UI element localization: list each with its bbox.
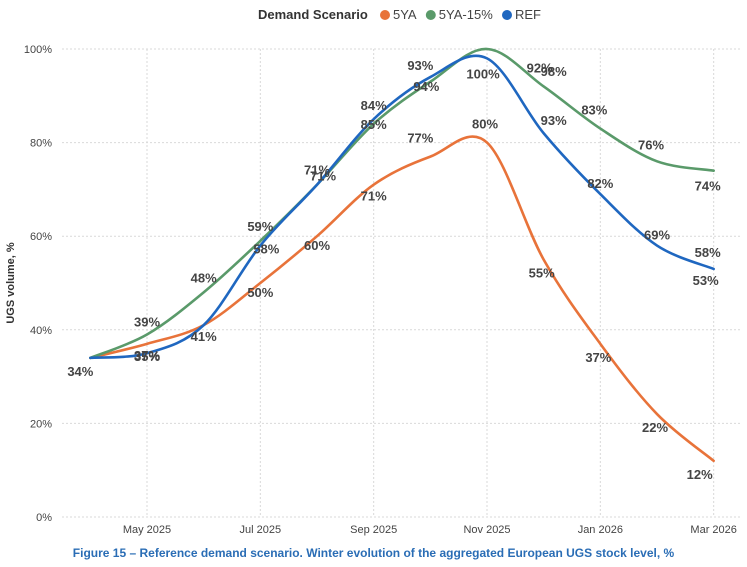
y-tick-label: 20% [30, 418, 52, 430]
data-label: 77% [407, 131, 433, 146]
data-label: 74% [695, 179, 721, 194]
x-tick-label: Jul 2025 [240, 524, 282, 536]
y-tick-label: 80% [30, 138, 52, 150]
data-label: 37% [134, 348, 160, 363]
y-tick-label: 40% [30, 325, 52, 337]
figure-caption: Figure 15 – Reference demand scenario. W… [72, 546, 675, 560]
series-line-ref [89, 54, 715, 360]
y-tick-label: 100% [24, 44, 52, 56]
data-label: 83% [581, 103, 607, 118]
y-tick-label: 0% [36, 512, 52, 524]
data-label: 39% [134, 314, 160, 329]
data-label: 34% [67, 364, 93, 379]
data-label: 98% [541, 64, 567, 79]
data-label: 55% [529, 266, 555, 281]
legend-title: Demand Scenario [258, 7, 368, 22]
data-label: 69% [644, 228, 670, 243]
series-line-5ya-15- [89, 47, 715, 360]
data-label: 80% [472, 117, 498, 132]
data-label: 37% [585, 350, 611, 365]
data-label: 71% [361, 189, 387, 204]
data-label: 35% [134, 349, 160, 364]
data-label: 82% [587, 176, 613, 191]
x-tick-label: Mar 2026 [690, 524, 736, 536]
x-tick-label: Sep 2025 [350, 524, 397, 536]
data-label: 58% [253, 242, 279, 257]
legend-label-5ya-15-: 5YA-15% [439, 7, 493, 22]
data-label: 12% [687, 467, 713, 482]
x-tick-label: Jan 2026 [578, 524, 623, 536]
data-label: 53% [693, 273, 719, 288]
data-label: 71% [304, 163, 330, 178]
data-label: 59% [247, 219, 273, 234]
data-label: 22% [642, 420, 668, 435]
data-label: 76% [638, 137, 664, 152]
data-label: 85% [361, 117, 387, 132]
data-label: 93% [407, 58, 433, 73]
line-chart: 0% 20% 40% 60% 80% 100% May 2025 Jul 2025 Sep 20… [5, 7, 742, 536]
y-tick-label: 60% [30, 231, 52, 243]
y-axis-label: UGS volume, % [5, 242, 17, 324]
legend-marker-5ya-15- [425, 10, 436, 20]
legend-label-5ya: 5YA [393, 7, 417, 22]
legend-marker-ref [502, 10, 512, 20]
data-label: 94% [413, 79, 439, 94]
series-line-5ya [89, 135, 715, 463]
data-label: 84% [361, 98, 387, 113]
legend-marker-5ya [380, 10, 390, 20]
data-label: 92% [527, 60, 553, 75]
data-label: 93% [541, 113, 567, 128]
x-tick-label: May 2025 [123, 524, 171, 536]
data-label: 48% [191, 270, 217, 285]
data-label: 60% [304, 238, 330, 253]
data-label: 50% [247, 285, 273, 300]
data-label: 58% [695, 245, 721, 260]
data-label: 41% [191, 329, 217, 344]
x-tick-label: Nov 2025 [463, 524, 510, 536]
data-label: 100% [466, 66, 500, 81]
data-label: 71% [310, 169, 336, 184]
legend-label-ref: REF [515, 7, 541, 22]
